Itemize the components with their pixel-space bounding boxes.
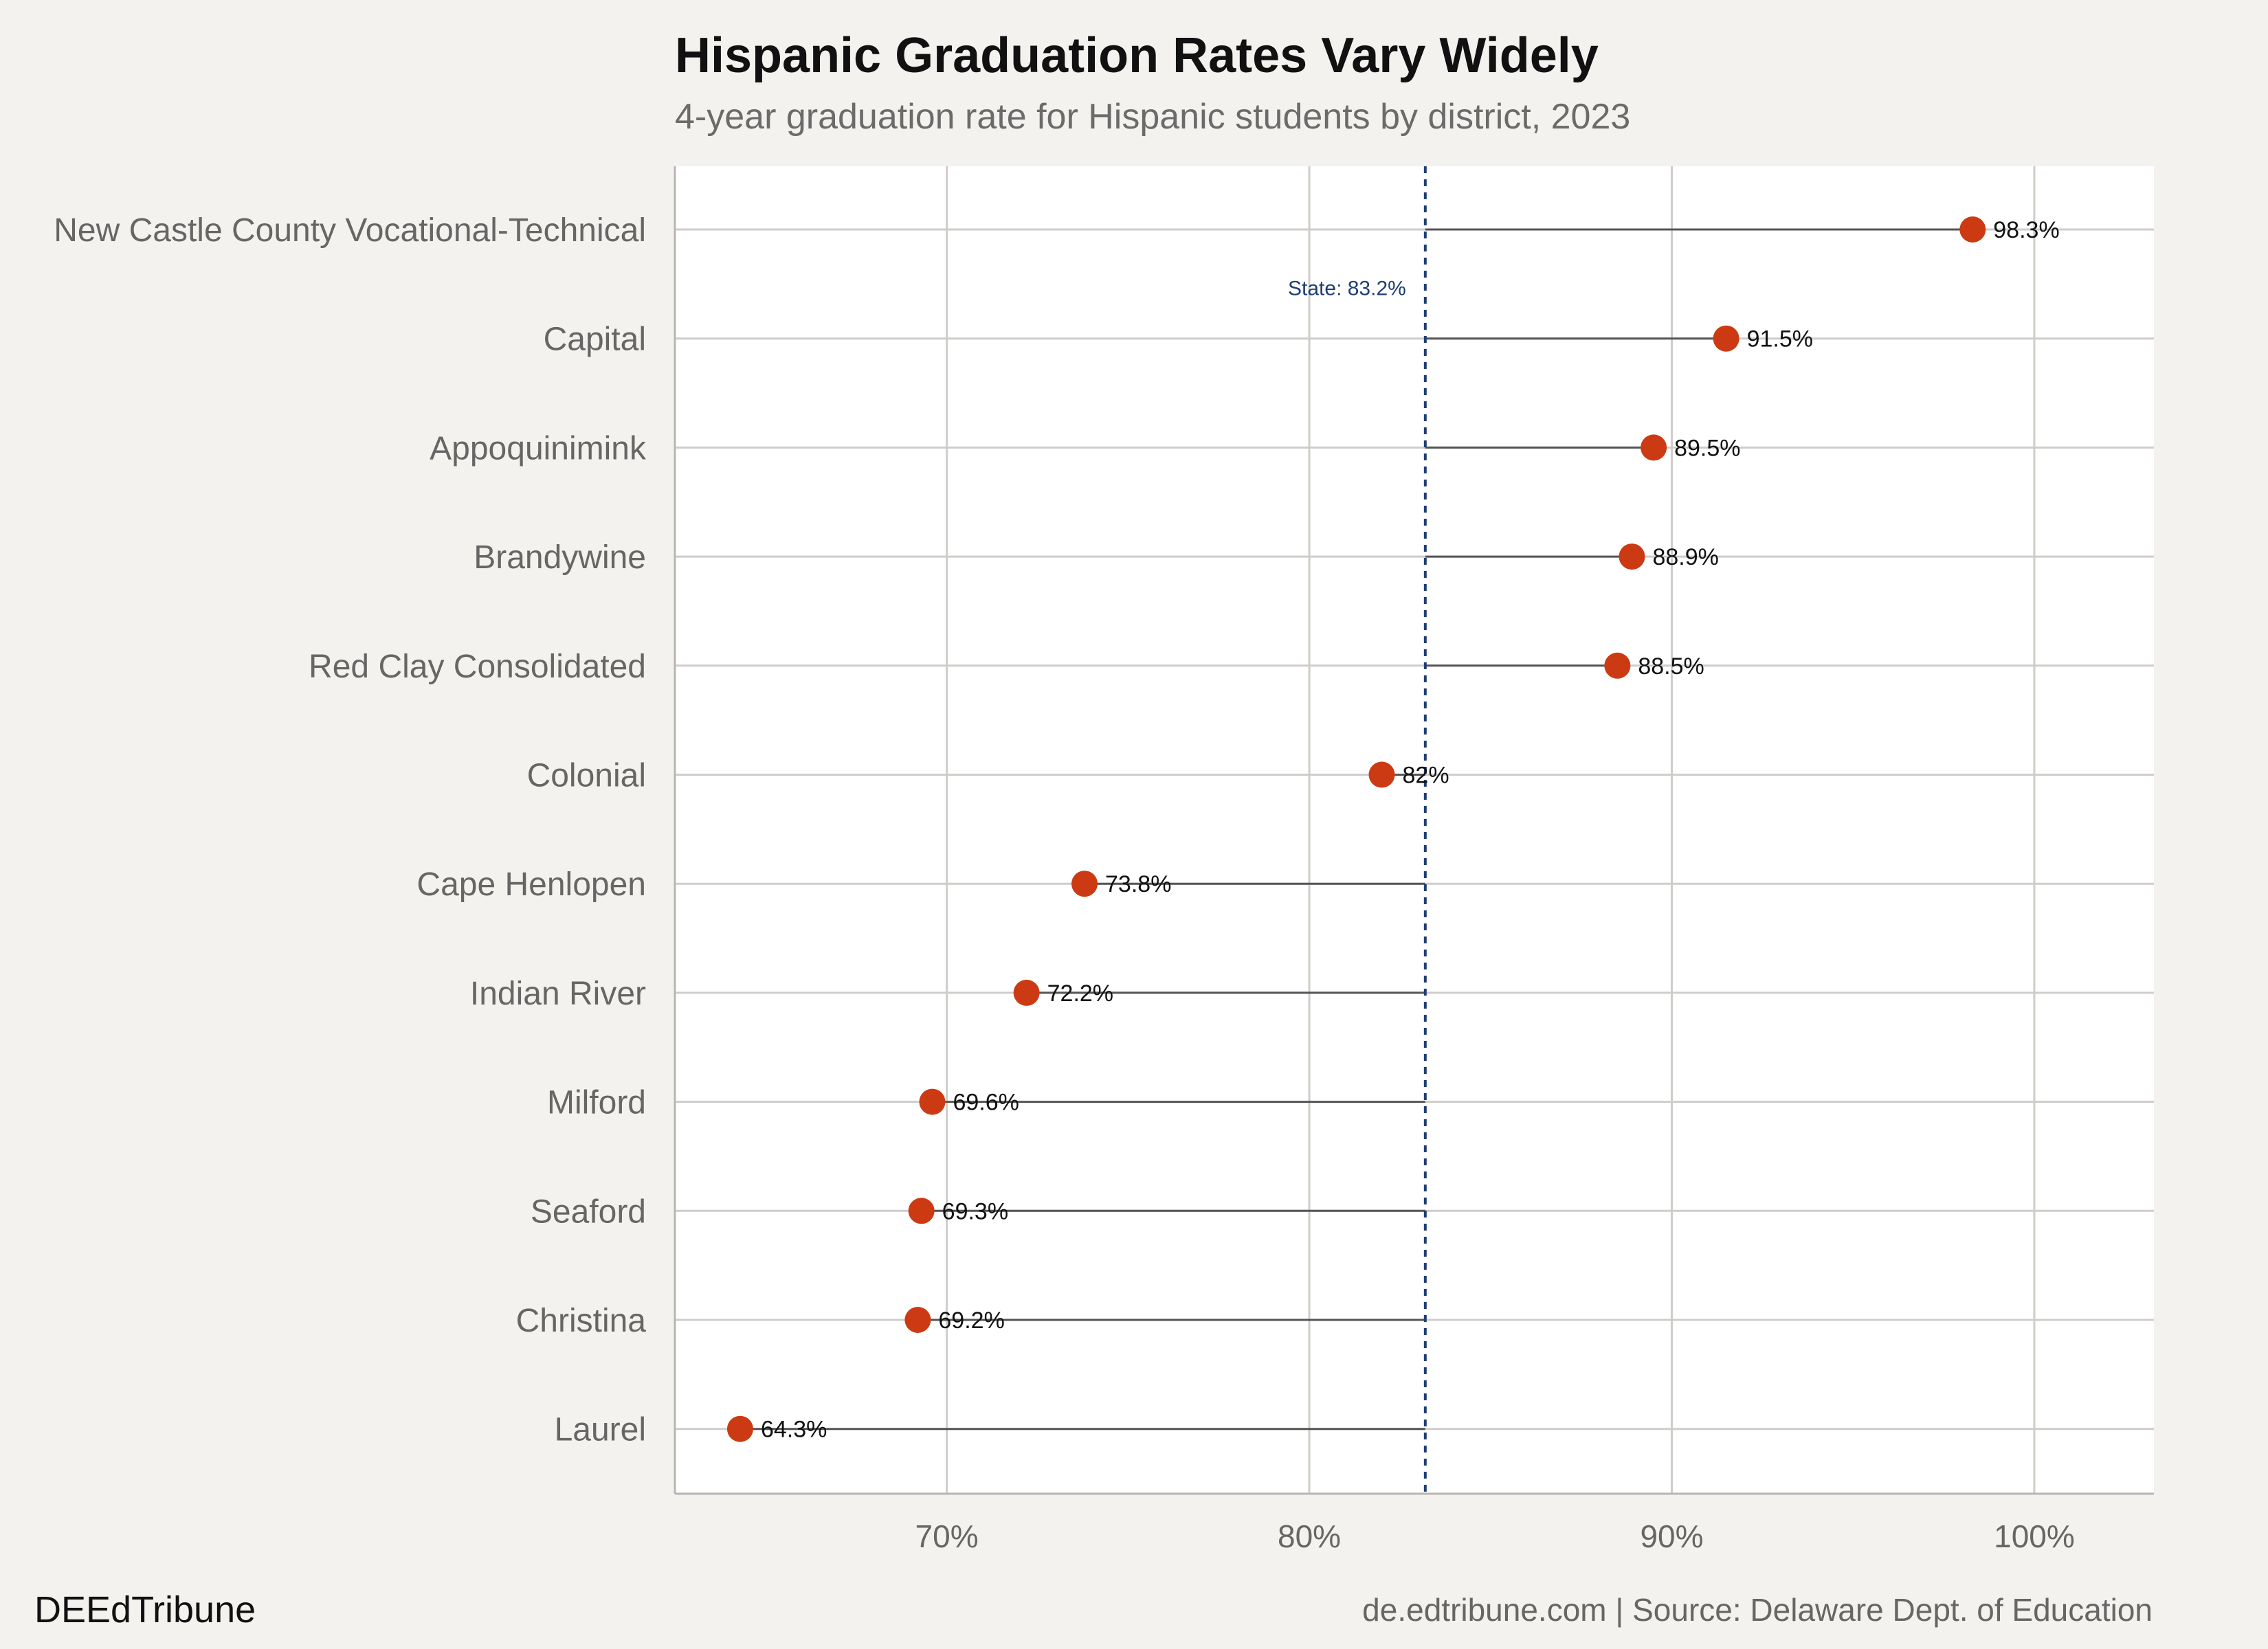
y-axis-label: Brandywine xyxy=(474,539,646,576)
chart-title: Hispanic Graduation Rates Vary Widely xyxy=(675,28,1599,83)
x-tick-label: 80% xyxy=(1278,1518,1341,1554)
x-tick-label: 70% xyxy=(915,1518,979,1554)
axes xyxy=(674,166,2154,1495)
state-average-label: State: 83.2% xyxy=(1288,277,1406,300)
data-label: 89.5% xyxy=(1674,435,1740,461)
data-label: 69.3% xyxy=(942,1198,1008,1224)
data-label: 88.9% xyxy=(1652,544,1718,570)
plot-panel xyxy=(675,166,2154,1494)
y-axis-label: Red Clay Consolidated xyxy=(309,649,646,685)
x-tick-label: 100% xyxy=(1994,1518,2075,1554)
y-axis-label: Seaford xyxy=(531,1193,646,1230)
data-point xyxy=(908,1198,935,1224)
stems xyxy=(740,228,1973,1431)
data-point xyxy=(1368,761,1395,788)
y-axis-label: Christina xyxy=(516,1303,647,1339)
x-tick-label: 90% xyxy=(1640,1518,1703,1554)
data-label: 73.8% xyxy=(1105,871,1171,897)
data-labels: 98.3% 91.5% 89.5% 88.9% 88.5% 82% 73.8% 72.2% 69… xyxy=(761,217,2060,1443)
y-axis-label: Cape Henlopen xyxy=(416,866,646,903)
data-point xyxy=(1604,652,1631,679)
y-axis-label: Colonial xyxy=(527,758,646,794)
data-point xyxy=(1619,543,1645,570)
x-axis-ticks: 70% 80% 90% 100% xyxy=(915,1518,2075,1554)
y-axis-labels: New Castle County Vocational-Technical Ca… xyxy=(54,212,647,1448)
y-axis-label: Indian River xyxy=(470,976,646,1012)
dots xyxy=(726,216,1986,1442)
data-point xyxy=(1713,325,1739,352)
data-label: 88.5% xyxy=(1638,653,1704,680)
data-point xyxy=(1959,216,1986,243)
data-point xyxy=(904,1307,931,1333)
data-label: 69.2% xyxy=(938,1308,1004,1334)
data-label: 64.3% xyxy=(761,1417,827,1443)
data-label: 72.2% xyxy=(1047,980,1113,1007)
data-point xyxy=(919,1088,946,1115)
y-axis-label: New Castle County Vocational-Technical xyxy=(54,212,646,249)
brand-name: DEEdTribune xyxy=(34,1589,256,1630)
data-point xyxy=(1641,434,1667,461)
data-point xyxy=(1013,979,1040,1006)
y-axis-label: Capital xyxy=(544,322,646,358)
data-point xyxy=(726,1415,753,1442)
data-label: 91.5% xyxy=(1747,326,1813,352)
data-label: 69.6% xyxy=(953,1090,1019,1116)
state-reference: State: 83.2% xyxy=(1288,166,1427,1494)
chart-subtitle: 4-year graduation rate for Hispanic stud… xyxy=(675,97,1631,137)
data-label: 98.3% xyxy=(1993,217,2059,243)
y-axis-label: Laurel xyxy=(555,1412,646,1448)
y-axis-label: Appoquinimink xyxy=(430,430,647,467)
data-point xyxy=(1071,871,1098,897)
y-axis-label: Milford xyxy=(547,1085,646,1121)
source-credit: de.edtribune.com | Source: Delaware Dept… xyxy=(1362,1592,2153,1628)
data-label: 82% xyxy=(1403,763,1449,789)
